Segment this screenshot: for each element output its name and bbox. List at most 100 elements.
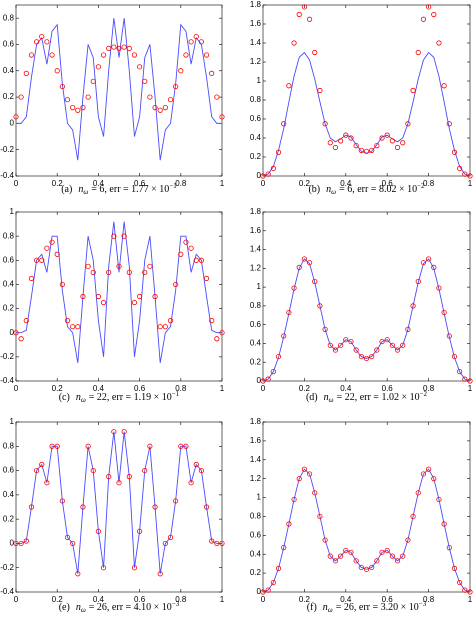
caption-superscript: −3 [419, 600, 427, 608]
data-point [467, 173, 473, 179]
y-tick-label: -0.4 [0, 171, 14, 180]
data-point [23, 538, 29, 544]
x-tick-label: 0.6 [382, 384, 394, 393]
data-point [142, 78, 148, 84]
data-point [286, 521, 292, 527]
subplot: -0.4 -0.2 0 0.2 0.4 0.6 0.8 1 0 0.2 0.4 0.6 0.8 1 (e) n… [0, 417, 225, 614]
data-point [394, 144, 401, 151]
subplot: -0.4 -0.2 0 0.2 0.4 0.6 0.8 0 0.2 0.4 0.6 0.8 1 (a) nω… [0, 4, 225, 196]
data-point [327, 140, 333, 146]
data-point [116, 263, 122, 269]
data-point [64, 534, 71, 540]
data-point [64, 97, 71, 103]
y-tick-label: 0.4 [250, 339, 262, 348]
data-point [457, 369, 463, 375]
data-point [374, 347, 380, 353]
x-tick-label: 0.4 [340, 595, 352, 604]
data-point [415, 490, 421, 496]
subplot: 0 0.2 0.4 0.6 0.8 1 1.2 1.4 1.6 1.8 0 0.2 0.4 0.6 0.8 1… [250, 207, 473, 404]
data-point [389, 342, 395, 348]
caption-label: (b) [308, 184, 320, 195]
y-tick-label: 0.6 [250, 320, 262, 329]
caption: (d) nω = 22, err = 1.02 × 10−2 [306, 390, 428, 404]
x-tick-label: 0.8 [423, 179, 435, 188]
data-point [121, 429, 127, 435]
caption-subscript: ω [81, 606, 86, 614]
data-point [54, 443, 60, 449]
data-point [410, 303, 416, 309]
caption-text: = 26, err = 3.20 × 10 [336, 602, 419, 613]
x-tick-label: 0.4 [93, 179, 105, 188]
y-tick-label: 1.8 [250, 417, 262, 426]
data-point [348, 135, 354, 141]
data-point [265, 171, 271, 177]
data-point [353, 558, 359, 564]
data-point [431, 264, 437, 270]
data-point [286, 83, 292, 89]
data-point [173, 281, 179, 288]
data-point [338, 138, 344, 144]
caption-subscript: ω [329, 396, 334, 404]
y-tick-label: 0.2 [250, 568, 262, 577]
y-tick-label: 0.4 [3, 280, 15, 289]
data-point [44, 245, 50, 251]
y-tick-label: 0 [257, 587, 262, 596]
subplot: 0 0.2 0.4 0.6 0.8 1 1.2 1.4 1.6 1.8 0 0.2 0.4 0.6 0.8 1… [250, 417, 473, 614]
x-tick-label: 0 [14, 179, 19, 188]
data-point [219, 114, 225, 120]
x-tick-label: 1 [468, 179, 473, 188]
data-point [358, 147, 364, 153]
data-point [18, 336, 24, 342]
data-point [162, 540, 168, 547]
data-point [343, 547, 349, 554]
data-point [152, 105, 158, 111]
data-point [281, 121, 287, 127]
caption-superscript: −2 [420, 390, 428, 398]
data-point [59, 83, 65, 90]
y-tick-label: 0.4 [250, 133, 262, 142]
data-point [322, 537, 328, 543]
y-tick-label: 0.4 [3, 490, 15, 499]
data-point [441, 521, 447, 527]
data-point [80, 293, 86, 300]
y-tick-label: 0.8 [250, 95, 262, 104]
x-tick-label: 0 [261, 595, 266, 604]
y-tick-label: 0.6 [3, 255, 15, 264]
data-point [106, 45, 112, 52]
data-point [28, 52, 35, 58]
caption-superscript: −1 [172, 390, 180, 398]
data-point [214, 94, 220, 100]
y-tick-label: 0.8 [250, 301, 262, 310]
caption-label: (c) [59, 392, 70, 403]
y-tick-label: 0.6 [3, 466, 15, 475]
x-tick-label: 0.6 [134, 384, 146, 393]
data-point [33, 257, 40, 263]
data-point [451, 565, 458, 571]
plot-frame [262, 4, 471, 177]
data-point [188, 39, 194, 45]
data-point [13, 540, 19, 547]
y-tick-label: 1.8 [250, 0, 262, 9]
data-point [80, 504, 86, 510]
y-tick-label: 1 [10, 417, 15, 426]
data-point [415, 49, 421, 56]
data-point [446, 121, 452, 127]
data-point [306, 16, 313, 22]
data-point [193, 257, 199, 263]
data-point [54, 251, 60, 257]
y-tick-label: 0.6 [250, 530, 262, 539]
data-point [384, 132, 390, 138]
data-point [410, 513, 416, 520]
caption-label: (e) [59, 602, 70, 613]
data-point [281, 545, 287, 551]
data-point [363, 148, 370, 154]
data-point [173, 498, 179, 504]
data-point [59, 281, 65, 288]
data-point [363, 355, 370, 362]
data-point [462, 376, 468, 382]
caption-subscript: ω [83, 188, 88, 196]
data-point [157, 571, 163, 577]
data-point [369, 353, 375, 360]
data-point [203, 275, 210, 281]
subplot: -0.4 -0.2 0 0.2 0.4 0.6 0.8 1 0 0.2 0.4 0.6 0.8 1 (c) n… [0, 207, 225, 404]
